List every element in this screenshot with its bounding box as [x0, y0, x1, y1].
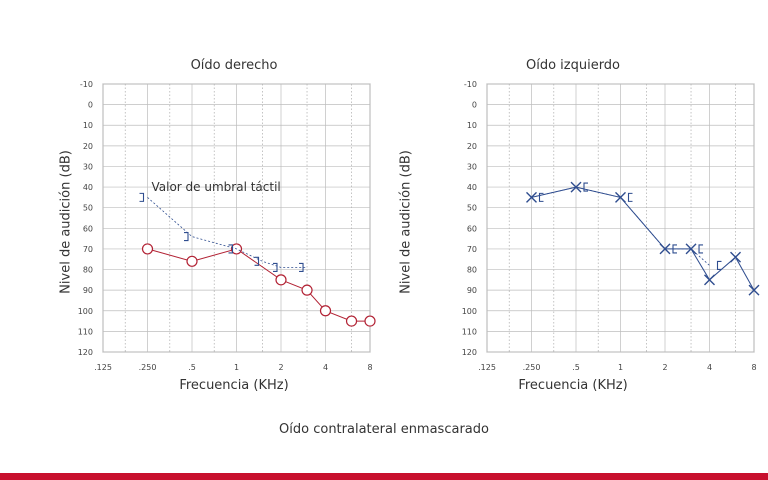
- data-point-cross: [704, 274, 715, 286]
- series-line: [531, 186, 755, 291]
- chart-title-left: Oído izquierdo: [525, 58, 621, 73]
- y-tick-label: 110: [78, 327, 93, 336]
- data-point-bracket: [184, 232, 189, 242]
- x-tick-label: 8: [367, 363, 372, 372]
- y-tick-label: 30: [467, 162, 477, 171]
- x-tick-label: .250: [139, 363, 157, 372]
- y-tick-label: 20: [83, 142, 93, 151]
- chart-title-right: Oído derecho: [190, 58, 278, 73]
- x-tick-label: 8: [751, 363, 756, 372]
- y-tick-label: 110: [462, 327, 477, 336]
- audiogram-right-ear: -10 0 10 20 30 40 50 60 70 80 90 100 110 120.125 .250.…: [78, 80, 376, 372]
- data-point-bracket: [627, 192, 633, 202]
- brand-bar: [0, 473, 768, 480]
- y-tick-label: 60: [83, 224, 93, 233]
- data-point-cross: [730, 251, 742, 263]
- y-tick-label: 120: [78, 348, 93, 357]
- y-tick-label: 70: [83, 245, 93, 254]
- x-tick-label: .125: [478, 363, 496, 372]
- data-point-cross: [748, 284, 760, 296]
- data-point-circle: [301, 284, 313, 296]
- x-tick-label: .5: [188, 363, 196, 372]
- data-point-bracket: [583, 182, 588, 192]
- data-point-circle: [364, 315, 376, 327]
- data-point-bracket: [672, 244, 677, 254]
- y-tick-label: 60: [467, 224, 477, 233]
- data-point-bracket: [228, 244, 234, 254]
- x-tick-label: 1: [234, 363, 239, 372]
- data-point-circle: [141, 243, 154, 255]
- x-tick-label: 4: [707, 363, 712, 372]
- y-tick-label: 120: [462, 348, 477, 357]
- y-tick-label: 90: [467, 286, 477, 295]
- data-point-circle: [345, 315, 358, 327]
- y-tick-label: 80: [467, 266, 477, 275]
- y-tick-label: 0: [88, 101, 93, 110]
- x-tick-label: 4: [323, 363, 328, 372]
- data-point-bracket: [299, 262, 304, 273]
- y-tick-label: 50: [467, 204, 477, 213]
- x-tick-label: .250: [523, 363, 541, 372]
- y-tick-label: 70: [467, 245, 477, 254]
- series-line: [147, 197, 307, 268]
- y-tick-label: 80: [83, 266, 93, 275]
- data-point-bracket: [139, 192, 145, 202]
- y-tick-label: 20: [467, 142, 477, 151]
- y-tick-label: 100: [462, 307, 477, 316]
- y-tick-label: 50: [83, 204, 93, 213]
- x-tick-label: .5: [572, 363, 580, 372]
- x-tick-label: 2: [278, 363, 283, 372]
- y-tick-label: -10: [80, 80, 93, 89]
- data-point-bracket: [538, 192, 544, 202]
- x-axis-label-right: Frecuencia (KHz): [179, 378, 289, 393]
- data-point-bracket: [254, 256, 260, 266]
- caption: Oído contralateral enmascarado: [279, 422, 489, 437]
- y-tick-label: 10: [467, 121, 477, 130]
- x-tick-label: 1: [618, 363, 623, 372]
- data-point-circle: [275, 274, 287, 286]
- data-point-cross: [659, 243, 671, 255]
- x-tick-label: .125: [94, 363, 112, 372]
- y-tick-label: 30: [83, 162, 93, 171]
- data-point-bracket: [716, 260, 722, 270]
- annotation-tactile-threshold: Valor de umbral táctil: [152, 180, 281, 194]
- series-line: [531, 186, 710, 266]
- y-tick-label: 90: [83, 286, 93, 295]
- y-tick-label: 100: [78, 307, 93, 316]
- data-point-circle: [186, 255, 198, 267]
- y-tick-label: -10: [464, 80, 477, 89]
- data-point-circle: [319, 305, 332, 317]
- data-point-bracket: [698, 244, 704, 254]
- data-point-bracket: [273, 262, 278, 273]
- y-tick-label: 40: [467, 183, 477, 192]
- x-axis-label-left: Frecuencia (KHz): [518, 378, 628, 393]
- y-tick-label: 0: [472, 101, 477, 110]
- y-tick-label: 40: [83, 183, 93, 192]
- y-tick-label: 10: [83, 121, 93, 130]
- x-tick-label: 2: [662, 363, 667, 372]
- audiogram-left-ear: -10 0 10 20 30 40 50 60 70 80 90 100 110 120.125 .250.…: [462, 80, 760, 372]
